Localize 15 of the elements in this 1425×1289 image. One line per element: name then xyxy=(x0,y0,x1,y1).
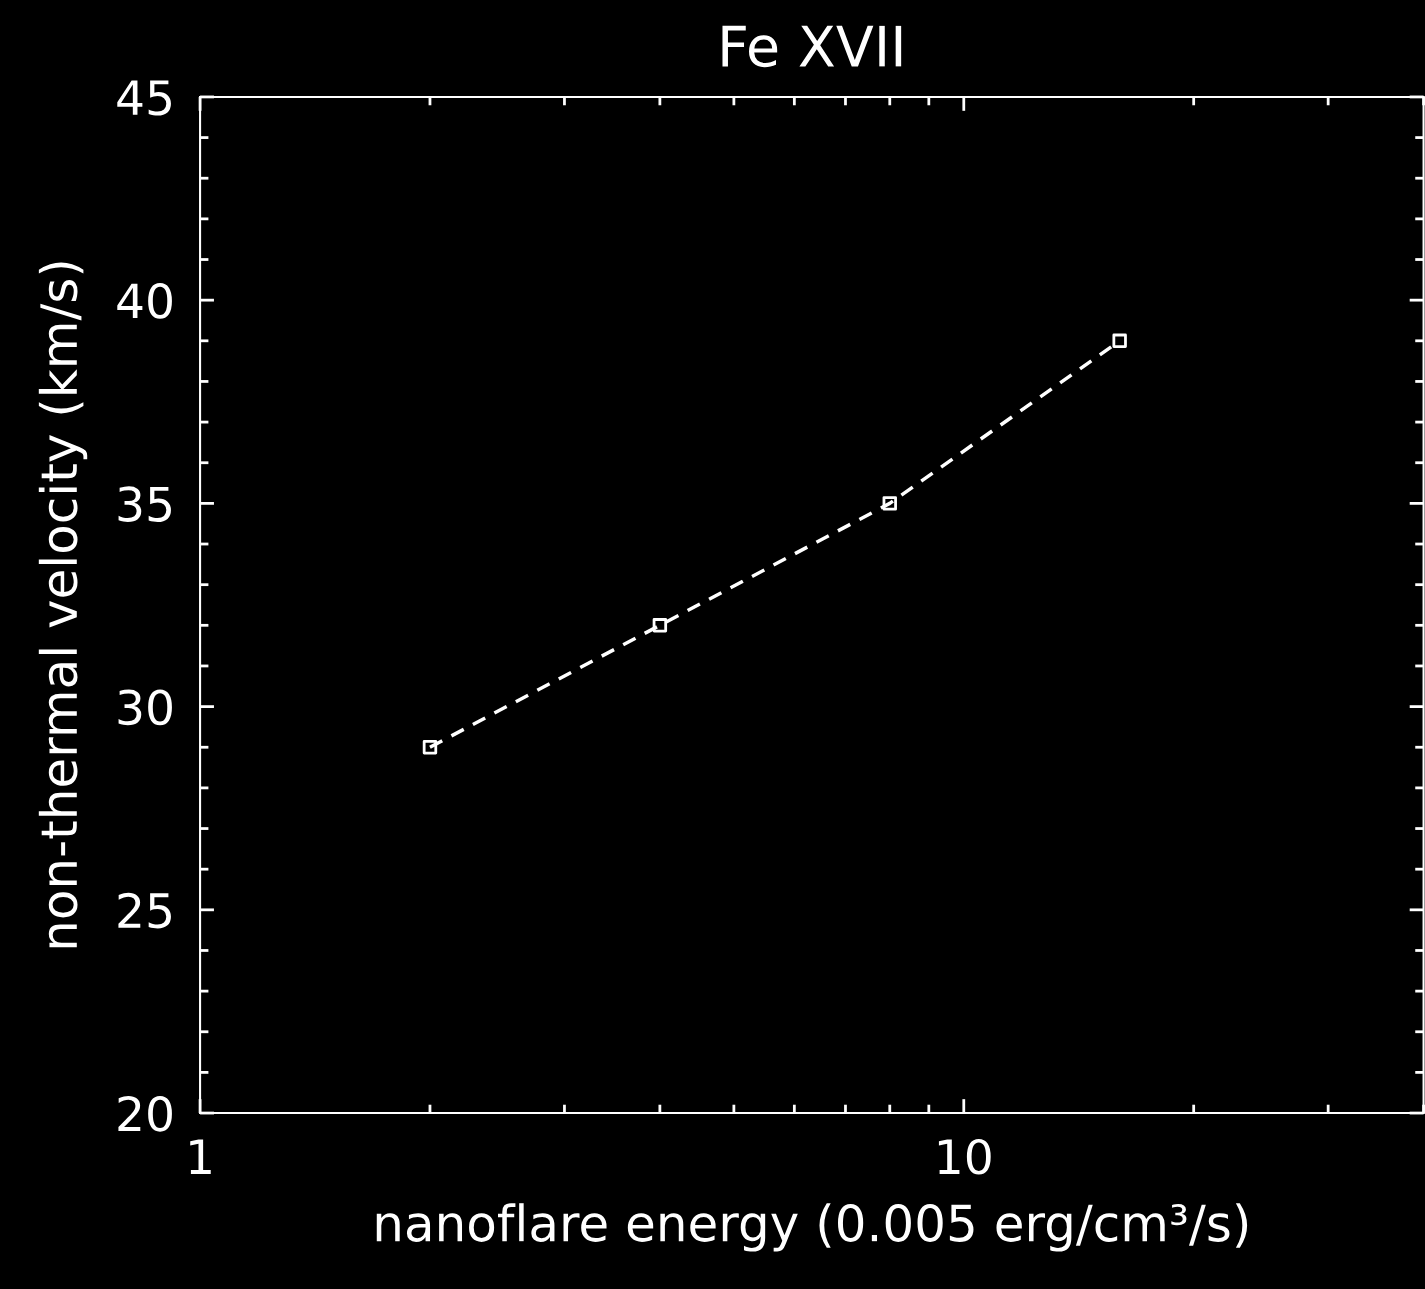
point xyxy=(1112,333,1127,348)
y-tick-label: 30 xyxy=(118,689,172,726)
y-tick-label: 20 xyxy=(118,1095,172,1132)
y-tick-label: 45 xyxy=(117,80,171,116)
point xyxy=(882,496,897,511)
chart-title: Fe XVII xyxy=(722,25,902,68)
x-tick-label: 1 xyxy=(190,1139,211,1174)
point xyxy=(652,618,668,633)
point xyxy=(422,740,438,755)
x-tick-label: 10 xyxy=(938,1138,991,1175)
y-tick-label: 40 xyxy=(117,283,172,319)
y-tick-label: 35 xyxy=(118,486,171,522)
x-axis-title: nanoflare energy (0.005 erg/cm³/s) xyxy=(376,1203,1248,1252)
y-tick-label: 25 xyxy=(118,892,171,929)
y-axis-title: non-thermal velocity (km/s) xyxy=(38,262,88,948)
